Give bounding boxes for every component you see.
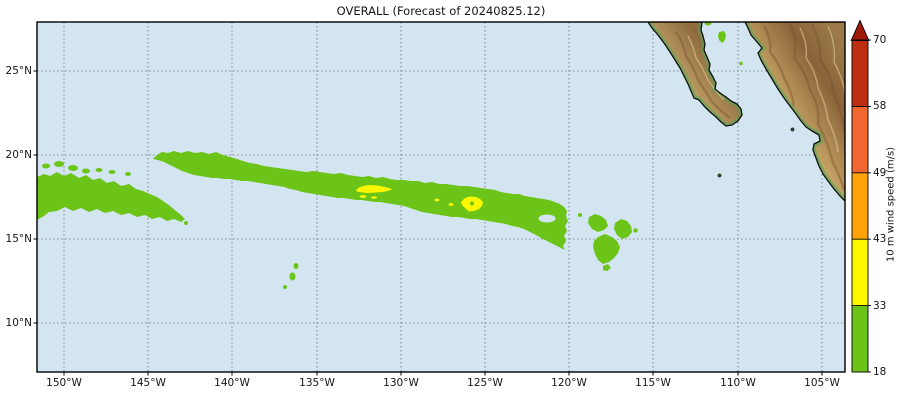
y-tick-15n: 15°N <box>5 233 32 245</box>
axis-ticks <box>33 70 823 376</box>
x-tick-105w: 105°W <box>804 377 840 389</box>
x-tick-145w: 145°W <box>130 377 166 389</box>
y-tick-20n: 20°N <box>5 149 32 161</box>
x-tick-110w: 110°W <box>720 377 756 389</box>
island-dots <box>717 127 795 178</box>
page-title: OVERALL (Forecast of 20240825.12) <box>336 4 546 18</box>
colorbar-tick-49: 49 <box>873 167 887 179</box>
x-tick-115w: 115°W <box>635 377 671 389</box>
yellow-core-green-notch <box>470 201 474 206</box>
colorbar <box>850 19 871 373</box>
colorbar-tick-43: 43 <box>873 233 887 245</box>
wind-band-green-18-33 <box>37 22 743 289</box>
colorbar-axis-label: 10 m wind speed (m/s) <box>885 146 897 263</box>
x-tick-140w: 140°W <box>214 377 250 389</box>
plot-frame <box>36 21 846 373</box>
colorbar-tick-18: 18 <box>873 366 887 378</box>
wind-swath-hole <box>538 214 556 223</box>
x-tick-120w: 120°W <box>551 377 587 389</box>
colorbar-tick-70: 70 <box>873 34 887 46</box>
x-tick-130w: 130°W <box>383 377 419 389</box>
x-tick-125w: 125°W <box>467 377 503 389</box>
land-baja-california <box>648 22 742 126</box>
y-tick-25n: 25°N <box>5 65 32 77</box>
coastline <box>647 22 845 202</box>
y-tick-10n: 10°N <box>5 317 32 329</box>
graticule-gridlines <box>37 22 845 372</box>
colorbar-tick-58: 58 <box>873 100 887 112</box>
x-tick-135w: 135°W <box>299 377 335 389</box>
x-tick-150w: 150°W <box>46 377 82 389</box>
colorbar-extend-arrow <box>850 19 870 41</box>
colorbar-tick-33: 33 <box>873 300 887 312</box>
